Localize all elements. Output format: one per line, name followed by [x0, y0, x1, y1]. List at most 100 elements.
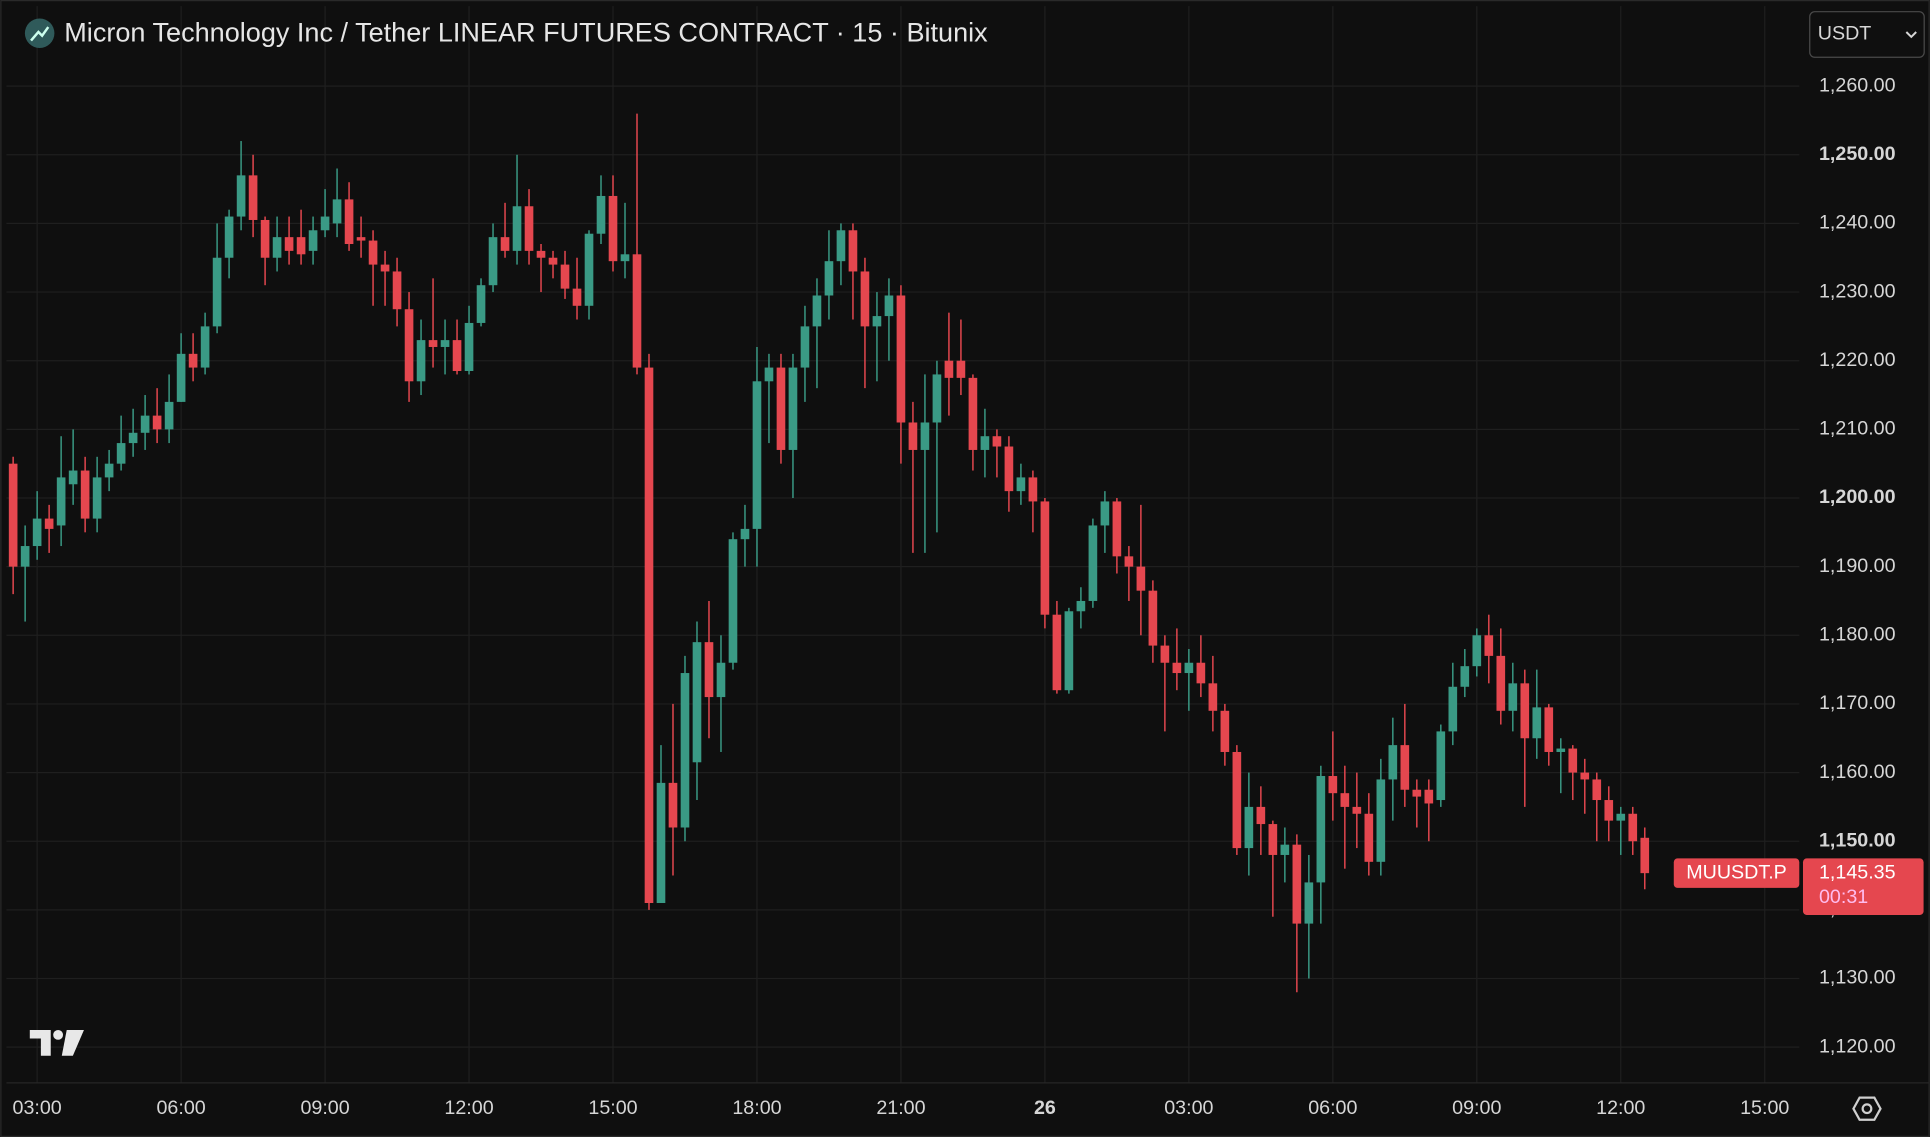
candle-body [572, 288, 582, 306]
candle-body [404, 309, 414, 382]
candle-body [176, 353, 186, 402]
x-tick-label: 03:00 [1164, 1097, 1213, 1119]
currency-button[interactable] [1809, 11, 1925, 58]
candle-body [848, 230, 858, 272]
candle-body [944, 360, 954, 378]
x-tick-label: 12:00 [444, 1097, 493, 1119]
candle-body [1124, 556, 1134, 567]
price-badge [1802, 858, 1924, 915]
candle-body [860, 271, 870, 327]
candle-body [1004, 446, 1014, 492]
candle-body [1412, 789, 1422, 797]
candle-body [32, 518, 42, 547]
candle-body [1172, 662, 1182, 674]
x-tick-label: 15:00 [588, 1097, 637, 1119]
candle-body [188, 353, 198, 368]
candle-body [1184, 662, 1194, 674]
symbol-icon-glyph [30, 26, 50, 42]
candle-body [980, 436, 990, 450]
candle-body [380, 264, 390, 272]
candle-body [464, 322, 474, 372]
candle-body [272, 237, 282, 258]
candle-body [296, 237, 306, 255]
candle-body [1520, 683, 1530, 739]
candle-body [1112, 501, 1122, 557]
candle-body [584, 233, 594, 306]
candle-body [920, 422, 930, 450]
y-tick-label: 1,160.00 [1819, 761, 1896, 783]
candle-body [536, 250, 546, 258]
candle-body [1328, 776, 1338, 794]
axes: 1,120.001,130.001,140.001,150.001,160.00… [13, 74, 1896, 1119]
candle-body [428, 340, 438, 347]
candle-body [92, 477, 102, 519]
candle-body [524, 206, 534, 251]
settings-button[interactable] [1852, 1096, 1882, 1121]
y-tick-label: 1,230.00 [1819, 280, 1896, 302]
candle-body [1304, 882, 1314, 924]
candle-body [1088, 525, 1098, 601]
candle-body [1136, 566, 1146, 591]
candle-body [116, 443, 126, 464]
candle-body [68, 470, 78, 485]
y-tick-label: 1,220.00 [1819, 349, 1896, 371]
candle-body [416, 340, 426, 382]
candle-body [1484, 635, 1494, 656]
candle-body [440, 340, 450, 347]
chart-title[interactable]: Micron Technology Inc / Tether LINEAR FU… [64, 17, 988, 48]
grid [6, 6, 1800, 1083]
candle-body [488, 237, 498, 286]
candle-body [1280, 844, 1290, 855]
candle-body [308, 230, 318, 251]
candle-body [548, 257, 558, 265]
candle-body [320, 216, 330, 231]
candle-body [1100, 501, 1110, 526]
candle-body [1052, 614, 1062, 691]
candle-body [1208, 683, 1218, 711]
currency-label[interactable]: USDT [1818, 23, 1872, 45]
candle-body [884, 295, 894, 317]
y-tick-label: 1,150.00 [1819, 829, 1896, 851]
candle-body [284, 237, 294, 251]
candle-body [644, 367, 654, 904]
y-tick-label: 1,170.00 [1819, 692, 1896, 714]
candle-body [776, 367, 786, 450]
candle-body [656, 782, 666, 904]
candle-body [1436, 731, 1446, 801]
candle-body [788, 367, 798, 450]
candle-body [872, 316, 882, 327]
candle-body [1568, 748, 1578, 773]
symbol-badge-label: MUUSDT.P [1686, 861, 1787, 883]
candle-body [1268, 824, 1278, 855]
countdown-label: 00:31 [1819, 886, 1868, 908]
candle-body [824, 261, 834, 296]
y-tick-label: 1,260.00 [1819, 74, 1896, 96]
candle-body [968, 377, 978, 450]
candle-body [1292, 844, 1302, 924]
x-tick-label: 26 [1034, 1097, 1056, 1119]
y-tick-label: 1,200.00 [1819, 486, 1896, 508]
y-tick-label: 1,180.00 [1819, 623, 1896, 645]
candle-body [1148, 590, 1158, 646]
candle-body [1544, 707, 1554, 752]
x-tick-label: 06:00 [1308, 1097, 1357, 1119]
candle-body [368, 240, 378, 265]
candle-body [452, 340, 462, 372]
candle-body [908, 422, 918, 450]
candle-body [500, 237, 510, 251]
candle-body [836, 230, 846, 262]
candle-body [1604, 800, 1614, 821]
candle-body [476, 285, 486, 323]
candle-body [764, 367, 774, 382]
x-tick-label: 06:00 [156, 1097, 205, 1119]
candle-body [212, 257, 222, 327]
candle-body [1616, 813, 1626, 821]
candle-body [1532, 707, 1542, 739]
candle-body [356, 237, 366, 241]
candle-body [1016, 477, 1026, 492]
candle-body [152, 415, 162, 430]
candle-body [596, 195, 606, 234]
candle-body [956, 360, 966, 378]
candle-body [692, 642, 702, 763]
